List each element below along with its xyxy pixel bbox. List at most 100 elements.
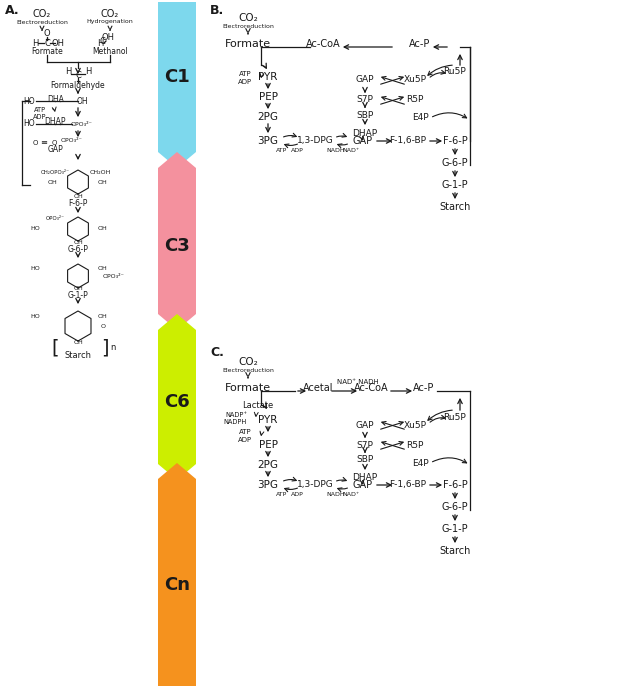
Text: OH: OH — [98, 226, 108, 231]
Text: Formate: Formate — [31, 47, 63, 56]
Text: 3PG: 3PG — [258, 480, 279, 490]
Text: G-1-P: G-1-P — [67, 290, 89, 300]
Text: CO₂: CO₂ — [101, 9, 119, 19]
Text: CO₂: CO₂ — [238, 13, 258, 23]
Text: Hydrogenation: Hydrogenation — [87, 19, 133, 25]
Text: NADH: NADH — [327, 491, 345, 497]
Text: OPO₃²⁻: OPO₃²⁻ — [103, 274, 125, 279]
Text: F-1,6-BP: F-1,6-BP — [389, 137, 426, 145]
Text: G-6-P: G-6-P — [67, 244, 89, 254]
Text: NAD⁺ NADH: NAD⁺ NADH — [337, 379, 379, 385]
Text: C1: C1 — [164, 68, 190, 86]
Text: Xu5P: Xu5P — [404, 421, 426, 429]
Text: OH: OH — [73, 193, 83, 198]
Text: HO: HO — [30, 314, 40, 318]
Text: CO₂: CO₂ — [238, 357, 258, 367]
Text: H: H — [97, 38, 103, 47]
Text: PYR: PYR — [258, 415, 278, 425]
Text: GAP: GAP — [47, 145, 63, 154]
Text: Starch: Starch — [64, 351, 92, 361]
Text: Lactate: Lactate — [243, 401, 274, 410]
Text: Xu5P: Xu5P — [404, 75, 426, 84]
Text: ADP: ADP — [238, 437, 252, 443]
Text: H: H — [85, 67, 91, 77]
Text: G-1-P: G-1-P — [442, 524, 469, 534]
Text: HO: HO — [24, 97, 35, 106]
Text: HO: HO — [30, 226, 40, 231]
Text: Electroreduction: Electroreduction — [222, 25, 274, 29]
Text: ADP: ADP — [291, 491, 303, 497]
Text: Formate: Formate — [225, 39, 271, 49]
Text: ADP: ADP — [33, 114, 47, 120]
Text: C: C — [75, 71, 81, 80]
Text: OPO₃²⁻: OPO₃²⁻ — [71, 121, 93, 126]
Text: F-6-P: F-6-P — [68, 200, 88, 209]
Text: C6: C6 — [164, 393, 190, 411]
Text: ADP: ADP — [238, 79, 252, 85]
Text: OH: OH — [102, 34, 115, 43]
Text: B.: B. — [210, 3, 224, 16]
Text: A.: A. — [5, 3, 20, 16]
Text: 3PG: 3PG — [258, 136, 279, 146]
Text: F-6-P: F-6-P — [443, 136, 467, 146]
Text: Ac-P: Ac-P — [409, 39, 431, 49]
Text: Methanol: Methanol — [92, 47, 128, 56]
Text: OH: OH — [76, 97, 88, 106]
Text: SBP: SBP — [357, 110, 374, 119]
Text: GAP: GAP — [353, 480, 373, 490]
Polygon shape — [158, 463, 196, 686]
Text: ≡: ≡ — [40, 139, 48, 147]
Text: OH: OH — [98, 314, 108, 318]
Text: R5P: R5P — [406, 95, 423, 104]
Text: O: O — [32, 140, 38, 146]
Text: OH: OH — [73, 239, 83, 244]
Text: S7P: S7P — [357, 95, 373, 104]
Text: CH₂OPO₃²⁻: CH₂OPO₃²⁻ — [40, 169, 69, 174]
Text: G-6-P: G-6-P — [442, 158, 469, 168]
Text: HO: HO — [24, 119, 35, 128]
Text: PEP: PEP — [259, 440, 277, 450]
Text: OPO₃²⁻: OPO₃²⁻ — [46, 217, 64, 222]
Text: ATP: ATP — [276, 147, 288, 152]
Text: PEP: PEP — [259, 92, 277, 102]
Text: DHAP: DHAP — [44, 117, 66, 126]
Text: GAP: GAP — [353, 136, 373, 146]
Text: S7P: S7P — [357, 440, 373, 449]
Polygon shape — [158, 152, 196, 330]
Text: n: n — [110, 344, 116, 353]
Text: E4P: E4P — [412, 113, 428, 123]
Text: OH: OH — [51, 38, 64, 47]
Text: Starch: Starch — [439, 546, 470, 556]
Text: Ac-CoA: Ac-CoA — [353, 383, 388, 393]
Text: ADP: ADP — [291, 147, 303, 152]
Text: O: O — [100, 324, 105, 329]
Text: ATP: ATP — [34, 107, 46, 113]
Text: OH: OH — [98, 180, 108, 185]
Text: G-6-P: G-6-P — [442, 502, 469, 512]
Text: ATP: ATP — [240, 71, 252, 77]
Text: G-1-P: G-1-P — [442, 180, 469, 190]
Text: HO: HO — [30, 265, 40, 270]
Text: H: H — [32, 38, 38, 47]
Text: OH: OH — [73, 285, 83, 290]
Text: [: [ — [51, 338, 59, 357]
Text: Acetal: Acetal — [303, 383, 333, 393]
Text: DHAP: DHAP — [352, 128, 378, 137]
Text: CO₂: CO₂ — [33, 9, 51, 19]
Text: OH: OH — [98, 265, 108, 270]
Text: DHAP: DHAP — [352, 473, 378, 482]
Text: 2PG: 2PG — [258, 460, 279, 470]
Text: SBP: SBP — [357, 456, 374, 464]
Text: DHA: DHA — [48, 95, 64, 104]
Text: C3: C3 — [164, 237, 190, 255]
Text: GAP: GAP — [356, 75, 374, 84]
Text: NAD⁺: NAD⁺ — [342, 491, 360, 497]
Text: Ac-CoA: Ac-CoA — [306, 39, 340, 49]
Text: ATP: ATP — [240, 429, 252, 435]
Text: NAD⁺: NAD⁺ — [342, 147, 360, 152]
Text: Cn: Cn — [164, 576, 190, 593]
Polygon shape — [158, 2, 196, 168]
Text: ]: ] — [102, 338, 109, 357]
Text: Formaldehyde: Formaldehyde — [51, 80, 105, 89]
Text: Starch: Starch — [439, 202, 470, 212]
